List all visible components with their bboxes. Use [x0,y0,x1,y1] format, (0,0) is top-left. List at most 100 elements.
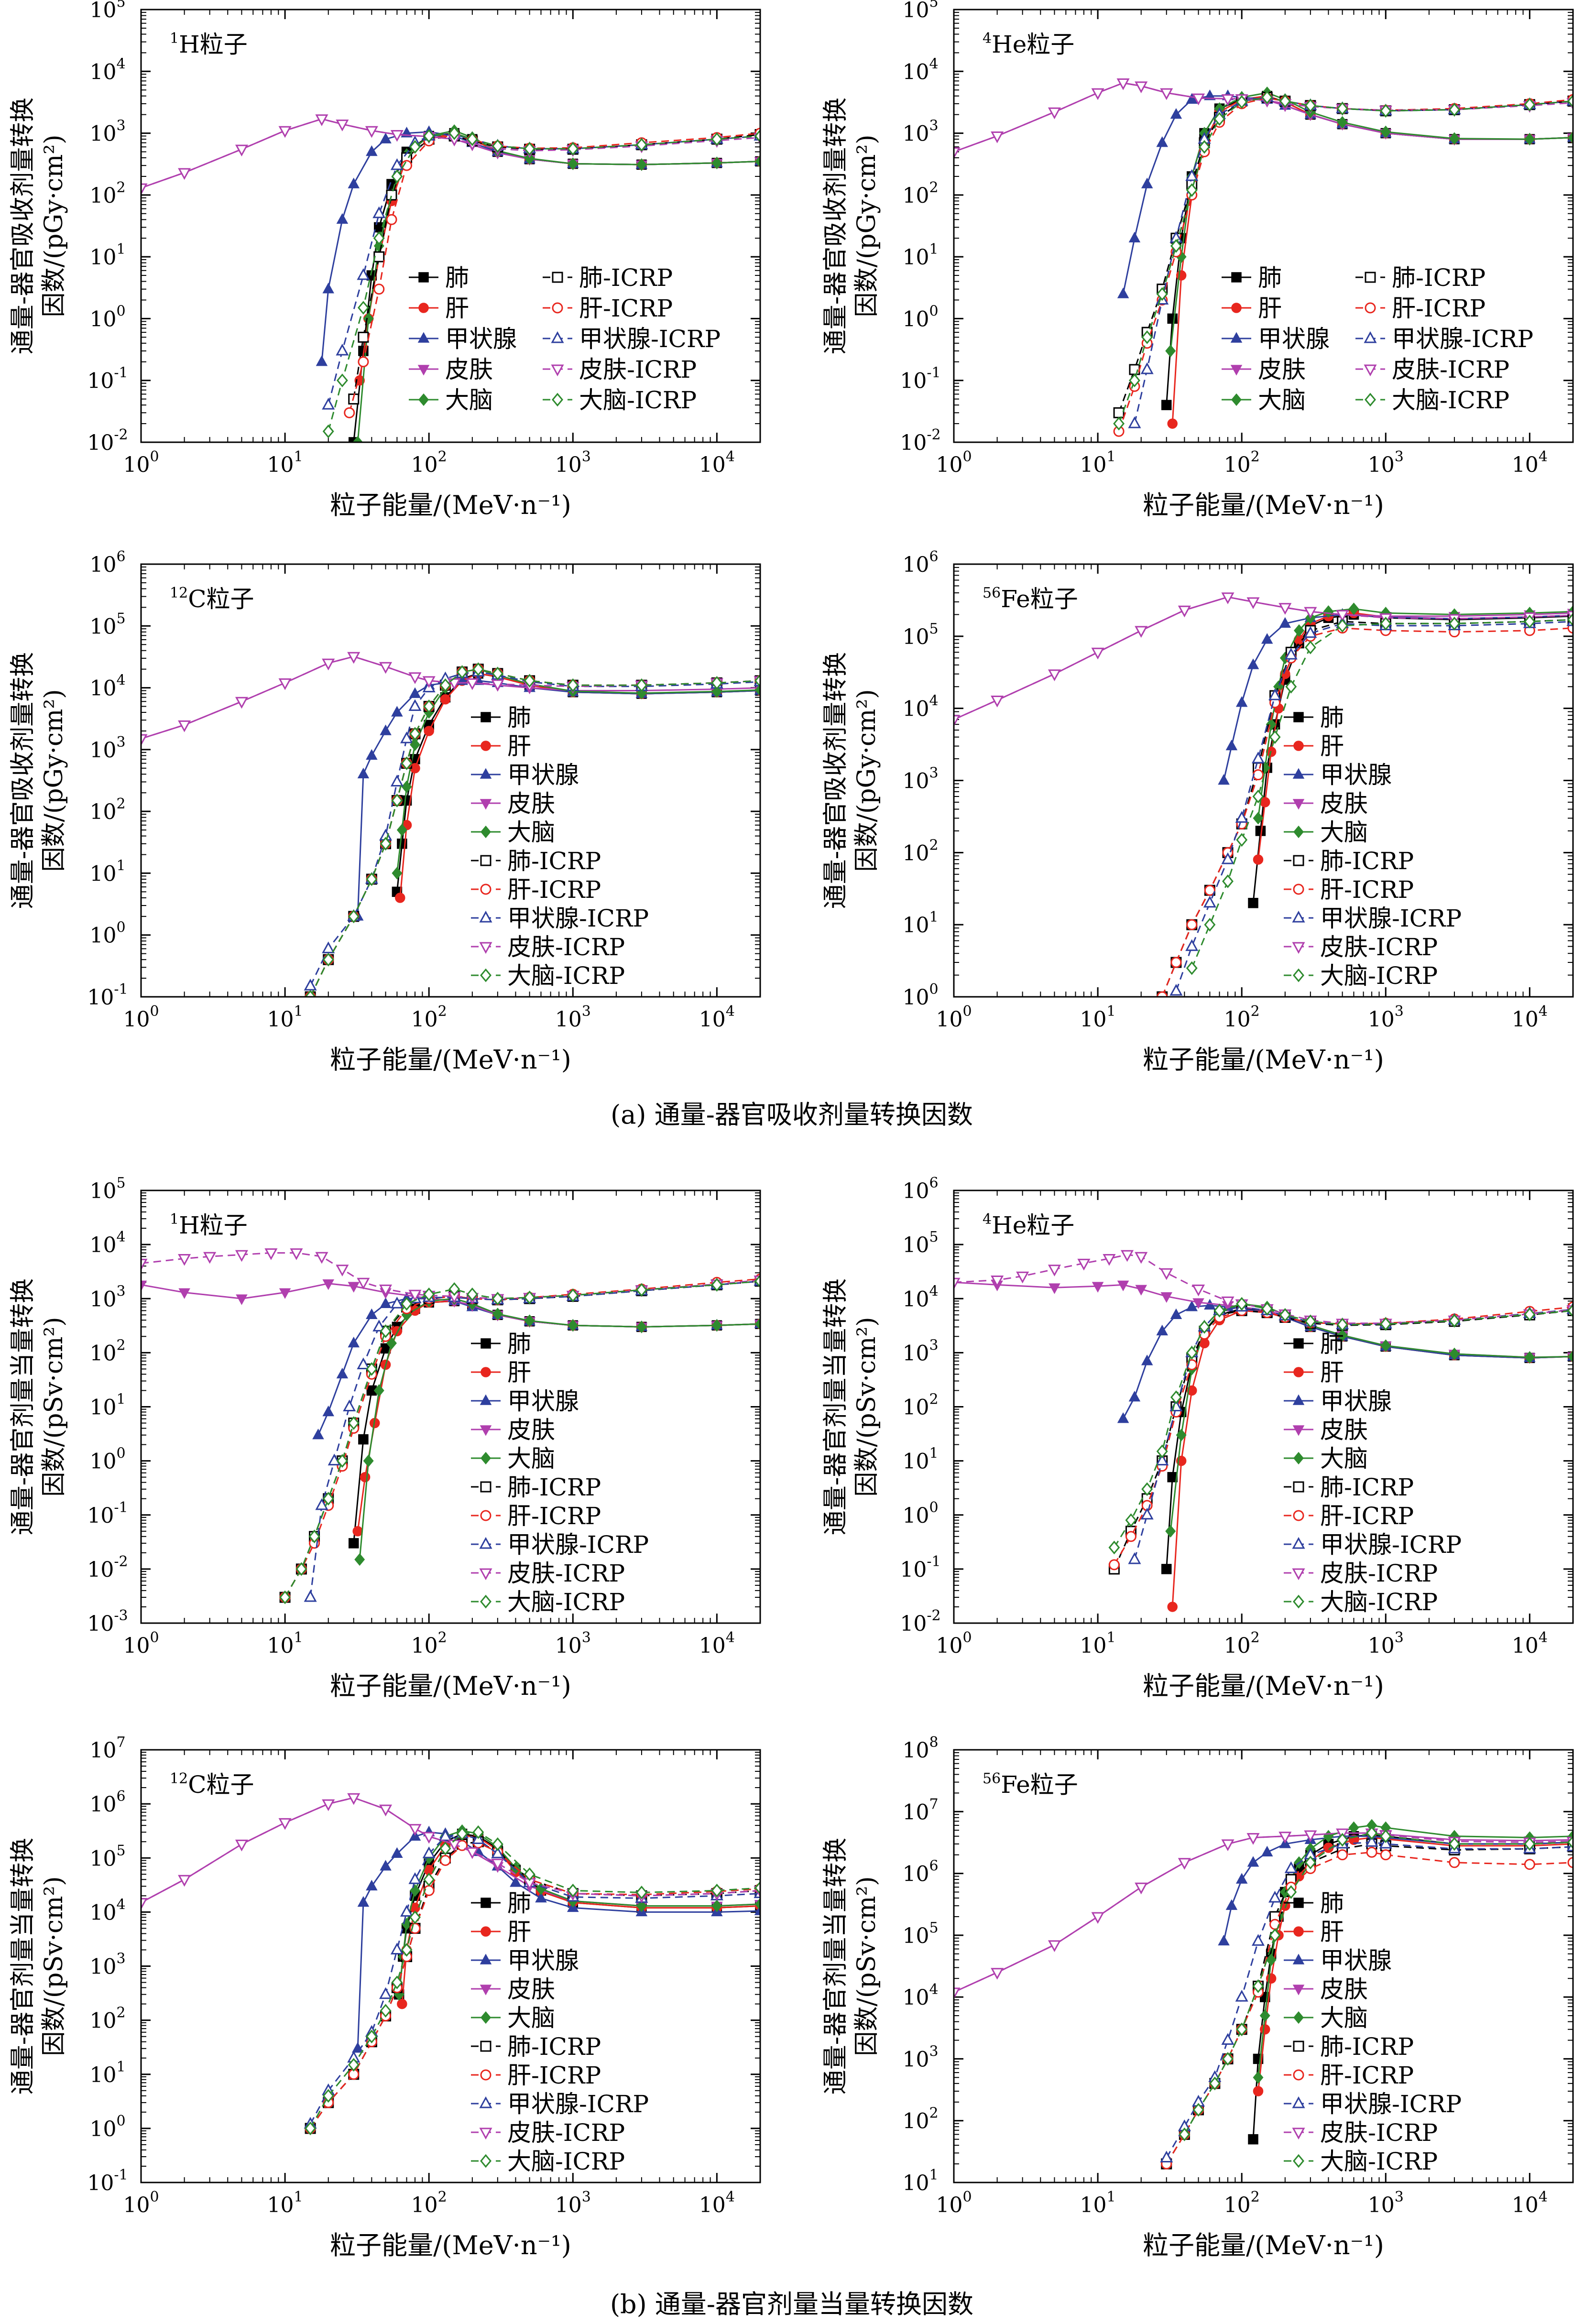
chart-title-mass-number: 4 [983,1211,992,1228]
legend-label: 皮肤-ICRP [1392,356,1509,383]
data-point-legend [1294,1339,1303,1348]
data-point-1 [1171,958,1181,967]
legend-label: 肝-ICRP [1320,1502,1414,1530]
legend-label: 大脑-ICRP [1320,2148,1438,2175]
x-tick-exponent: 4 [1539,448,1548,465]
legend-label: 肝 [1320,732,1344,760]
data-point-4 [440,695,450,704]
y-tick-exponent: 6 [116,1788,125,1805]
legend-label: 肝-ICRP [507,876,601,904]
data-point-3 [387,190,396,200]
legend-label: 大脑-ICRP [507,962,625,990]
data-point-legend [481,1339,491,1348]
x-tick-exponent: 2 [438,1003,447,1020]
y-tick-exponent: -1 [114,981,128,998]
legend-label: 肝 [1258,295,1282,322]
data-point-legend [419,273,428,282]
data-point-legend [1294,2041,1303,2051]
legend-label: 肺 [445,264,469,292]
data-point-0 [1248,898,1258,908]
y-tick-exponent: 2 [929,837,938,853]
y-tick-exponent: 5 [929,1920,938,1936]
x-tick-exponent: 1 [294,1629,303,1646]
y-tick-exponent: -3 [114,1607,128,1624]
legend-label: 大脑 [1258,386,1306,414]
legend-label: 肺 [1258,264,1282,292]
y-tick-exponent: -1 [927,365,940,382]
y-tick-exponent: 0 [929,303,938,319]
x-tick-exponent: 0 [962,2189,972,2205]
y-tick-exponent: 2 [116,1337,125,1353]
legend-label: 甲状腺-ICRP [1320,2090,1462,2118]
y-tick-exponent: 4 [929,1283,938,1299]
x-axis-label: 粒子能量/(MeV·n⁻¹) [330,2230,571,2260]
y-axis-label-line2: 因数/(pSv·cm²) [40,1876,68,2056]
legend-label: 甲状腺-ICRP [507,905,649,932]
data-point-3 [387,215,396,224]
y-axis-label-line1: 通量-器官吸收剂量转换 [9,98,37,355]
legend-label: 肝-ICRP [1320,2062,1414,2089]
y-tick-exponent: 7 [116,1734,125,1751]
legend-label: 大脑 [507,2004,555,2032]
y-tick-exponent: 3 [929,1337,938,1353]
x-axis-label: 粒子能量/(MeV·n⁻¹) [1143,1671,1384,1701]
y-tick-exponent: 4 [929,1981,938,1998]
legend-label: 肝 [507,732,531,760]
data-point-legend [1294,741,1303,751]
data-point-legend [481,1927,491,1936]
chart-title: 4He粒子 [983,30,1074,58]
legend-label: 大脑 [1320,818,1368,846]
data-point-0 [1248,2135,1258,2144]
data-point-legend [481,2041,491,2051]
data-point-1 [1126,1532,1136,1541]
legend-label: 肺-ICRP [1320,1473,1414,1501]
x-tick-exponent: 2 [1251,2189,1260,2205]
data-point-2 [374,252,384,262]
x-axis-label: 粒子能量/(MeV·n⁻¹) [1143,2230,1384,2260]
y-tick-exponent: 4 [116,1896,125,1913]
data-point-2 [374,284,384,294]
x-tick-exponent: 3 [1395,1629,1404,1646]
data-point-legend [1294,1927,1303,1936]
chart-title-element: Fe [1001,585,1030,613]
x-tick-exponent: 1 [1107,1003,1116,1020]
legend-label: 大脑 [445,386,493,414]
x-axis-label: 粒子能量/(MeV·n⁻¹) [1143,1045,1384,1075]
y-tick-exponent: -2 [114,426,128,443]
y-tick-exponent: 3 [116,1283,125,1299]
data-point-legend [1294,2070,1303,2080]
chart-title-mass-number: 1 [170,1211,179,1228]
y-tick-exponent: 5 [116,1842,125,1859]
y-tick-exponent: 2 [929,179,938,196]
data-point-legend [481,884,491,894]
legend-label: 大脑-ICRP [1320,1588,1438,1616]
legend-label: 皮肤 [507,1416,555,1444]
caption-a: (a) 通量-器官吸收剂量转换因数 [611,1100,973,1130]
x-tick-exponent: 4 [726,2189,735,2205]
y-axis-label-line2: 因数/(pSv·cm²) [852,1876,881,2056]
y-tick-exponent: 5 [929,0,938,11]
y-tick-exponent: 5 [116,0,125,11]
data-point-9 [440,1855,450,1865]
chart-title-element: He [992,31,1027,58]
x-tick-exponent: 0 [962,1003,972,1020]
y-tick-exponent: 2 [116,179,125,196]
chart-title-element: He [992,1211,1027,1239]
chart-title: 1H粒子 [170,30,248,58]
y-tick-exponent: 2 [116,2005,125,2021]
y-tick-exponent: 2 [116,796,125,812]
y-axis-label-line1: 通量-器官剂量当量转换 [821,1838,850,2095]
y-tick-exponent: -1 [114,365,128,382]
y-tick-exponent: 8 [929,1734,938,1751]
y-axis-label-line2: 因数/(pSv·cm²) [852,1317,881,1496]
data-point-legend [481,856,491,865]
legend-label: 肝-ICRP [507,2062,601,2089]
x-tick-exponent: 2 [1251,1629,1260,1646]
y-tick-exponent: 5 [929,621,938,637]
x-tick-exponent: 1 [1107,448,1116,465]
legend-label: 甲状腺 [1320,761,1392,789]
y-axis-label-line2: 因数/(pSv·cm²) [40,1317,68,1496]
legend-label: 大脑 [507,818,555,846]
x-tick-exponent: 4 [1539,2189,1548,2205]
y-axis-label-line1: 通量-器官吸收剂量转换 [821,652,850,909]
